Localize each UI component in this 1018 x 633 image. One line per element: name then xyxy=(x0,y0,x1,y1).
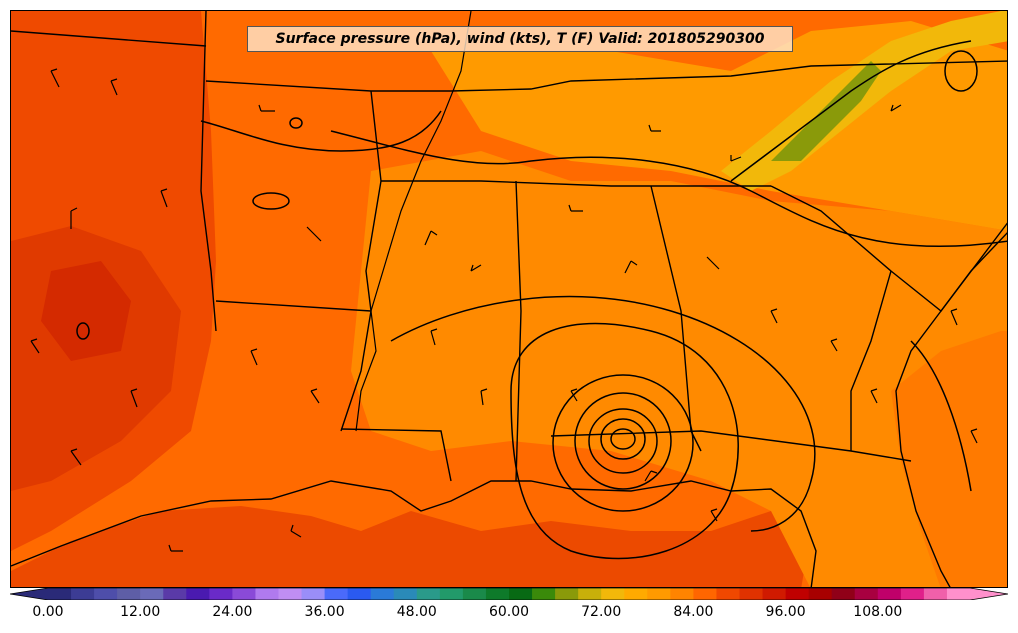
appalachian-cool-core xyxy=(771,61,881,161)
colorbar-segment xyxy=(462,588,487,600)
isobar-arklatex xyxy=(200,110,442,152)
atlantic-coastline xyxy=(895,232,1007,587)
colorbar-segment xyxy=(416,588,441,600)
low-pressure-contour-2 xyxy=(600,418,646,460)
colorbar-segment xyxy=(393,588,418,600)
gulf-waters xyxy=(11,506,811,587)
state-boundaries xyxy=(11,11,1007,482)
isobar-closed-small-2 xyxy=(252,192,290,210)
colorbar-segment xyxy=(785,588,810,600)
colorbar-segment xyxy=(439,588,464,600)
colorbar-segment xyxy=(762,588,787,600)
mississippi-river xyxy=(355,11,472,432)
colorbar-segment xyxy=(232,588,256,600)
temperature-colorbar xyxy=(10,588,1008,600)
colorbar-extend-min xyxy=(10,588,48,600)
wind-barbs xyxy=(30,68,978,552)
colorbar-tick-label: 72.00 xyxy=(581,604,622,620)
low-pressure-contour-3 xyxy=(588,408,658,474)
colorbar-segment xyxy=(647,588,671,600)
colorbar-segment xyxy=(900,588,925,600)
colorbar-extend-max xyxy=(970,588,1008,600)
isobar-appalachian xyxy=(730,40,972,182)
colorbar-segment xyxy=(324,588,349,600)
colorbar-segment xyxy=(923,588,948,600)
colorbar-segment xyxy=(670,588,694,600)
colorbar-segment xyxy=(716,588,740,600)
colorbar-segment xyxy=(209,588,233,600)
colorbar-segment xyxy=(163,588,187,600)
map-title: Surface pressure (hPa), wind (kts), T (F… xyxy=(247,26,793,52)
colorbar-segment xyxy=(71,588,95,600)
colorbar-segment xyxy=(739,588,764,600)
colorbar-tick-label: 12.00 xyxy=(120,604,161,620)
colorbar-segment xyxy=(117,588,141,600)
colorbar-tick-label: 96.00 xyxy=(765,604,806,620)
colorbar-tick-label: 108.00 xyxy=(853,604,903,620)
gulf-coastline xyxy=(11,480,817,587)
colorbar-segment xyxy=(48,588,72,600)
colorbar-tick-label: 24.00 xyxy=(212,604,253,620)
map-panel: Surface pressure (hPa), wind (kts), T (F… xyxy=(10,10,1008,588)
hot-spot-oklahoma xyxy=(41,261,131,361)
low-pressure-contour-5 xyxy=(552,374,694,512)
colorbar-segment xyxy=(946,588,971,600)
isobar-closed-small-4 xyxy=(289,117,303,129)
colorbar-segment xyxy=(831,588,856,600)
isobar-outer-south xyxy=(510,322,739,560)
colorbar-segment xyxy=(278,588,303,600)
colorbar-segment xyxy=(854,588,879,600)
colorbar-segment xyxy=(555,588,579,600)
isobar-far-east xyxy=(910,340,972,492)
colorbar-segment xyxy=(877,588,902,600)
colorbar-segment xyxy=(140,588,164,600)
colorbar-segment xyxy=(509,588,533,600)
isobar-wide xyxy=(390,295,816,532)
warm-region-southeast xyxy=(351,151,1007,587)
colorbar-segment xyxy=(578,588,602,600)
colorbar-tick-label: 48.00 xyxy=(396,604,437,620)
colorbar-tick-label: 84.00 xyxy=(673,604,714,620)
colorbar-segment xyxy=(624,588,648,600)
isobar-contours xyxy=(76,40,1007,560)
colorbar-segment xyxy=(485,588,510,600)
colorbar-segment xyxy=(255,588,279,600)
colorbar-segment xyxy=(94,588,118,600)
colorbar-segment xyxy=(532,588,556,600)
colorbar-segment xyxy=(693,588,717,600)
low-pressure-contour-1 xyxy=(610,428,636,450)
isobar-north xyxy=(330,130,1007,248)
colorbar-segment xyxy=(186,588,210,600)
colorbar-segment xyxy=(808,588,833,600)
colorbar-segment xyxy=(601,588,625,600)
isobar-closed-small-3 xyxy=(76,322,90,340)
low-pressure-contour-4 xyxy=(574,392,672,490)
colorbar-segment xyxy=(301,588,326,600)
colorbar-segment xyxy=(347,588,372,600)
map-canvas xyxy=(11,11,1007,587)
colorbar-tick-label: 0.00 xyxy=(32,604,64,620)
colorbar-tick-label: 60.00 xyxy=(488,604,530,620)
colorbar-tick-label: 36.00 xyxy=(304,604,345,620)
florida-peninsula xyxy=(891,331,1007,587)
colorbar-segment xyxy=(370,588,395,600)
isobar-closed-small-1 xyxy=(944,50,978,92)
